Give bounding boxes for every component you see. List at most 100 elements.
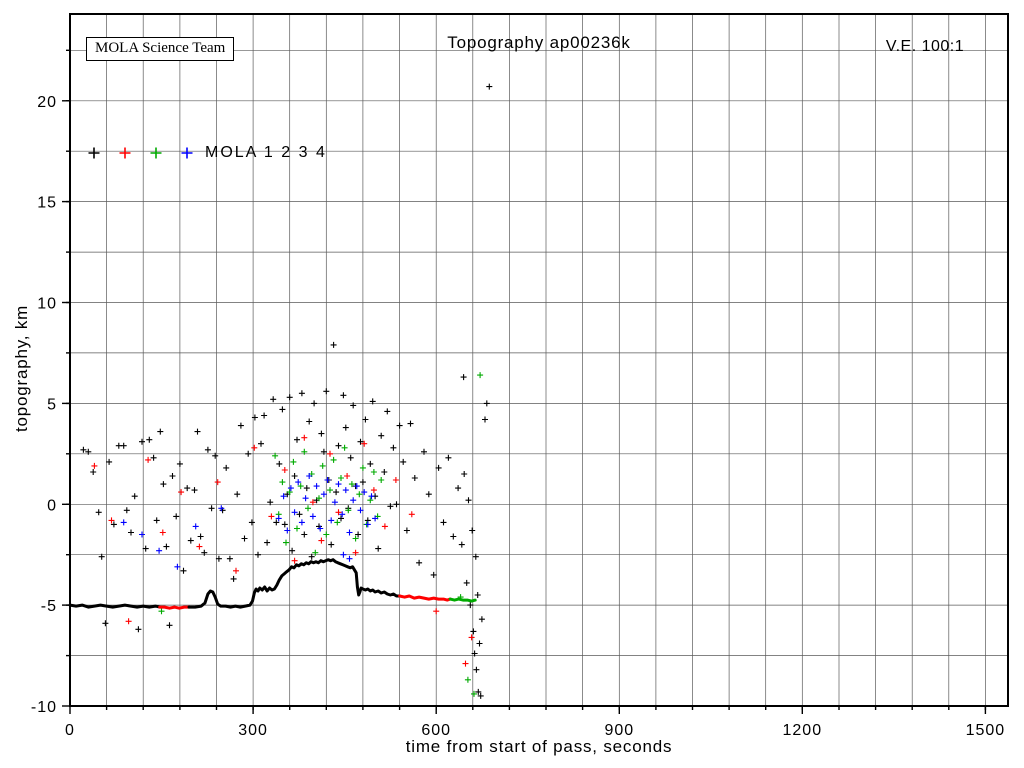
data-marker: [280, 493, 287, 500]
ground-profile-segment: [158, 605, 191, 610]
data-marker: [352, 535, 359, 542]
data-marker: [344, 473, 351, 479]
data-marker: [309, 499, 316, 506]
chart-title: Topography ap00236k: [447, 33, 631, 52]
data-marker: [430, 571, 437, 578]
data-marker: [342, 487, 349, 494]
data-marker: [281, 467, 288, 473]
data-marker: [348, 481, 355, 488]
data-marker: [309, 513, 316, 520]
data-marker: [102, 620, 109, 627]
data-marker: [353, 483, 360, 490]
data-marker: [370, 469, 377, 475]
data-marker: [294, 525, 300, 532]
plot-frame: [69, 13, 1009, 707]
data-marker: [346, 529, 353, 536]
data-marker: [369, 398, 376, 405]
data-marker: [142, 545, 149, 552]
data-marker: [251, 414, 258, 421]
data-marker: [462, 660, 469, 667]
legend-marker-mola-1: [88, 147, 100, 159]
data-marker: [318, 537, 325, 544]
data-marker: [392, 477, 399, 483]
data-marker: [273, 519, 280, 526]
data-marker: [356, 491, 363, 498]
data-marker: [306, 473, 313, 479]
data-marker: [472, 553, 479, 560]
data-marker: [214, 479, 221, 486]
data-marker: [355, 531, 362, 538]
series-mola-2: [91, 434, 475, 667]
data-marker: [476, 640, 483, 647]
data-marker: [230, 575, 237, 582]
data-marker: [357, 507, 364, 514]
data-marker: [204, 446, 211, 453]
data-marker: [362, 416, 369, 423]
legend-label: MOLA 1 2 3 4: [205, 144, 327, 161]
data-marker: [482, 416, 488, 423]
data-marker: [108, 517, 115, 524]
data-marker: [264, 539, 271, 546]
data-marker: [473, 666, 480, 673]
data-marker: [197, 533, 204, 540]
axis-ticks-layer: 0 300 600 900 1200 1500 -10 -5 0 5 10 15 20: [31, 49, 1006, 739]
data-marker: [327, 487, 333, 494]
data-marker: [308, 553, 315, 560]
data-marker: [270, 396, 277, 403]
x-tick-label: 0: [65, 722, 75, 739]
data-marker: [340, 551, 347, 558]
y-tick-label: 20: [37, 94, 57, 111]
data-marker: [445, 454, 452, 461]
y-tick-label: -10: [31, 699, 57, 716]
ground-profile-segment: [448, 597, 477, 603]
series-mola-4: [120, 473, 379, 570]
data-marker: [296, 511, 303, 518]
data-marker: [313, 483, 320, 490]
data-marker: [460, 374, 467, 381]
data-marker: [335, 442, 342, 449]
data-marker: [279, 406, 286, 413]
data-marker: [276, 460, 283, 467]
data-marker: [435, 464, 442, 471]
data-marker: [187, 537, 194, 544]
data-marker: [345, 507, 352, 514]
data-marker: [469, 527, 476, 534]
y-axis-label: topography, km: [12, 304, 31, 432]
data-marker: [357, 438, 364, 445]
data-marker: [361, 489, 368, 496]
grid: [70, 14, 1008, 706]
data-marker: [330, 456, 337, 463]
data-marker: [350, 402, 357, 409]
data-marker: [403, 527, 410, 534]
data-marker: [291, 473, 298, 479]
data-marker: [339, 511, 346, 518]
data-marker: [324, 477, 331, 483]
data-marker: [461, 471, 468, 477]
x-tick-label: 1500: [966, 722, 1006, 739]
data-marker: [169, 473, 176, 479]
data-marker: [251, 444, 258, 451]
y-tick-label: 0: [47, 497, 57, 514]
data-marker: [289, 547, 296, 554]
data-marker: [458, 541, 465, 548]
data-marker: [131, 493, 138, 500]
data-marker: [160, 481, 167, 488]
data-marker: [396, 422, 403, 429]
data-marker: [295, 479, 302, 486]
plus-icon: [88, 147, 100, 159]
data-marker: [393, 501, 400, 508]
data-marker: [267, 499, 274, 506]
data-marker: [311, 400, 318, 407]
data-marker: [328, 517, 335, 524]
data-points-layer: [68, 83, 493, 699]
data-marker: [387, 503, 394, 510]
x-axis-label: time from start of pass, seconds: [405, 737, 673, 756]
data-marker: [301, 434, 308, 441]
data-marker: [323, 531, 330, 538]
data-marker: [241, 535, 248, 542]
data-marker: [90, 469, 97, 475]
data-marker: [294, 436, 300, 443]
data-marker: [120, 519, 127, 526]
legend-marker-mola-4: [181, 147, 193, 159]
